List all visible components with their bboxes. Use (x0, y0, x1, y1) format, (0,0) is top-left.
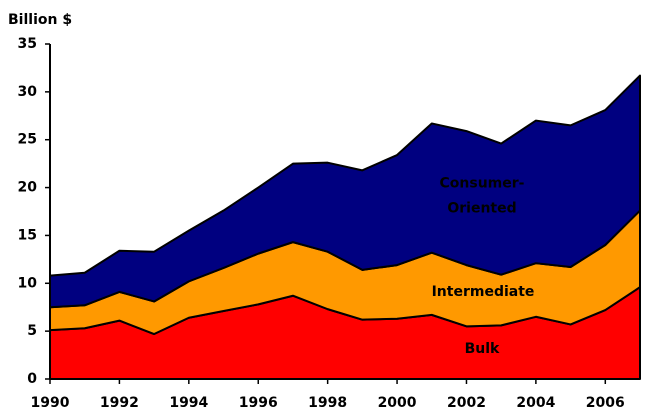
y-tick-label: 0 (27, 371, 37, 387)
x-tick-label: 1996 (239, 395, 278, 411)
y-tick-label: 15 (18, 227, 37, 243)
y-tick-label: 35 (18, 36, 37, 52)
y-tick-label: 20 (18, 180, 38, 196)
y-tick-label: 5 (27, 323, 37, 339)
series-label: Consumer- Oriented (440, 176, 525, 217)
x-tick-label: 1990 (31, 395, 70, 411)
x-tick-label: 2006 (586, 395, 625, 411)
x-tick-label: 2004 (516, 395, 555, 411)
y-tick-label: 10 (18, 275, 38, 291)
x-tick-label: 1994 (169, 395, 208, 411)
x-tick-label: 1998 (308, 395, 347, 411)
x-tick-label: 2002 (447, 395, 486, 411)
y-tick-label: 30 (18, 84, 38, 100)
series-label: Intermediate (432, 284, 535, 300)
area (49, 74, 641, 309)
chart-title: Billion $ (8, 12, 72, 28)
x-tick-label: 1992 (100, 395, 139, 411)
series-label-line: Consumer- (440, 176, 525, 192)
series-label: Bulk (465, 341, 500, 357)
series-label-line: Oriented (447, 201, 516, 217)
y-tick-label: 25 (18, 132, 37, 148)
x-tick-label: 2000 (378, 395, 417, 411)
